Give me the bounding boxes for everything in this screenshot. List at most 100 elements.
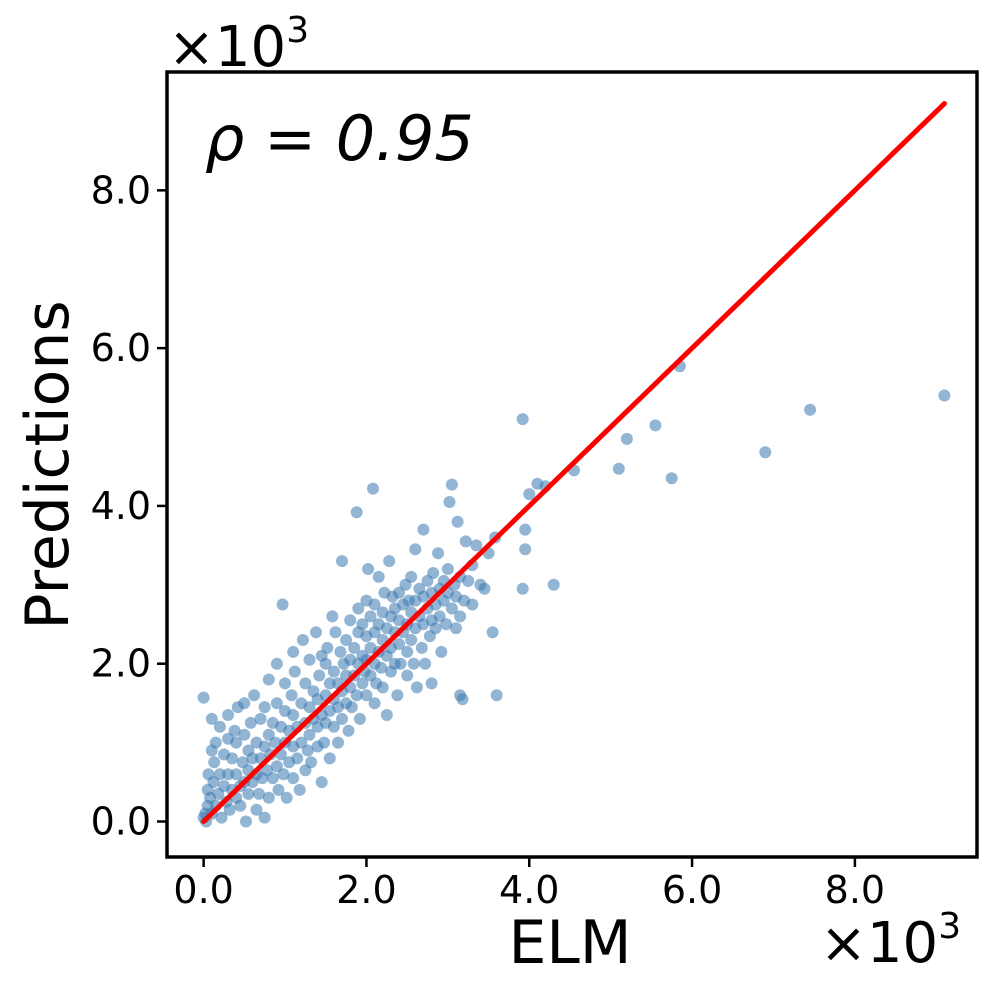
scatter-point	[410, 681, 423, 694]
scatter-point	[445, 602, 458, 615]
scatter-point	[429, 622, 442, 635]
plot-frame	[165, 70, 979, 859]
scatter-point	[234, 799, 247, 812]
scatter-point	[519, 523, 532, 536]
scatter-point	[383, 555, 396, 568]
scatter-point	[303, 728, 316, 741]
scatter-point	[454, 610, 467, 623]
scatter-point	[209, 736, 222, 749]
scatter-point	[262, 673, 275, 686]
scatter-point	[405, 570, 418, 583]
scatter-point	[270, 760, 283, 773]
scatter-point	[443, 496, 456, 508]
scatter-point	[248, 689, 261, 702]
scatter-point	[336, 712, 348, 725]
scatter-point	[238, 697, 251, 710]
scatter-point	[462, 574, 475, 587]
scatter-point	[262, 728, 275, 741]
scatter-point	[315, 776, 328, 789]
scatter-point	[340, 634, 353, 646]
scatter-point	[238, 728, 251, 741]
x-tick-label: 6.0	[662, 868, 722, 912]
scatter-point	[213, 768, 226, 781]
scatter-point	[393, 586, 405, 599]
scatter-point	[620, 432, 633, 445]
scatter-point	[240, 815, 252, 828]
scatter-point	[759, 446, 772, 459]
scatter-point	[451, 515, 464, 528]
scatter-point	[329, 626, 342, 639]
scatter-point	[478, 582, 491, 595]
scatter-point	[649, 419, 662, 432]
scatter-point	[230, 768, 243, 781]
scatter-point	[394, 657, 407, 670]
scatter-point	[459, 535, 472, 548]
scatter-point	[393, 638, 405, 650]
scatter-point	[350, 506, 363, 519]
scatter-point	[417, 523, 430, 536]
scatter-point	[323, 677, 336, 690]
x-offset-base: ×10	[820, 911, 938, 976]
scatter-point	[226, 752, 239, 765]
scatter-point	[401, 645, 414, 658]
scatter-point	[319, 657, 332, 670]
scatter-point	[270, 657, 283, 670]
scatter-point	[334, 645, 347, 658]
scatter-point	[490, 689, 503, 702]
scatter-point	[287, 709, 300, 721]
scatter-point	[215, 811, 228, 824]
y-offset-exponent: 3	[286, 10, 309, 51]
scatter-point	[296, 634, 309, 646]
scatter-point	[266, 772, 279, 785]
scatter-point	[344, 614, 357, 627]
scatter-point	[523, 488, 536, 501]
scatter-point	[276, 598, 289, 611]
scatter-point	[419, 657, 432, 670]
scatter-point	[415, 641, 428, 654]
scatter-point	[288, 665, 301, 678]
scatter-point	[440, 618, 453, 631]
y-axis-offset-label: ×103	[168, 10, 309, 80]
scatter-point	[242, 787, 255, 800]
scatter-point	[362, 563, 375, 575]
fit-line	[201, 101, 947, 824]
scatter-point	[269, 736, 282, 749]
x-tick-label: 8.0	[825, 868, 885, 912]
scatter-point	[432, 547, 445, 560]
scatter-point	[327, 665, 340, 678]
scatter-point	[360, 689, 373, 702]
y-tick-label: 4.0	[91, 484, 151, 528]
scatter-point	[303, 701, 316, 714]
scatter-point	[516, 582, 529, 595]
scatter-point	[305, 756, 318, 769]
scatter-point	[407, 657, 420, 670]
scatter-point	[427, 567, 440, 579]
scatter-point	[258, 811, 271, 824]
scatter-point	[368, 697, 381, 710]
x-tick-label: 4.0	[499, 868, 559, 912]
scatter-point	[326, 610, 339, 623]
scatter-point	[375, 661, 388, 674]
scatter-point	[466, 598, 479, 611]
scatter-point	[486, 626, 499, 639]
scatter-point	[244, 716, 257, 729]
scatter-point	[301, 744, 314, 757]
scatter-point	[450, 622, 462, 635]
scatter-point	[323, 752, 336, 765]
scatter-point	[519, 543, 532, 556]
scatter-point	[345, 701, 358, 714]
scatter-point	[348, 641, 361, 654]
scatter-point	[401, 669, 414, 682]
x-offset-exponent: 3	[938, 906, 961, 947]
scatter-point	[205, 712, 218, 725]
scatter-point	[456, 693, 469, 706]
scatter-point	[223, 803, 236, 816]
scatter-point	[391, 689, 404, 702]
scatter-point	[547, 578, 560, 591]
scatter-point	[804, 403, 817, 416]
scatter-point	[367, 482, 379, 495]
scatter-point	[313, 669, 326, 682]
scatter-point	[295, 736, 308, 749]
scatter-point	[327, 720, 340, 733]
